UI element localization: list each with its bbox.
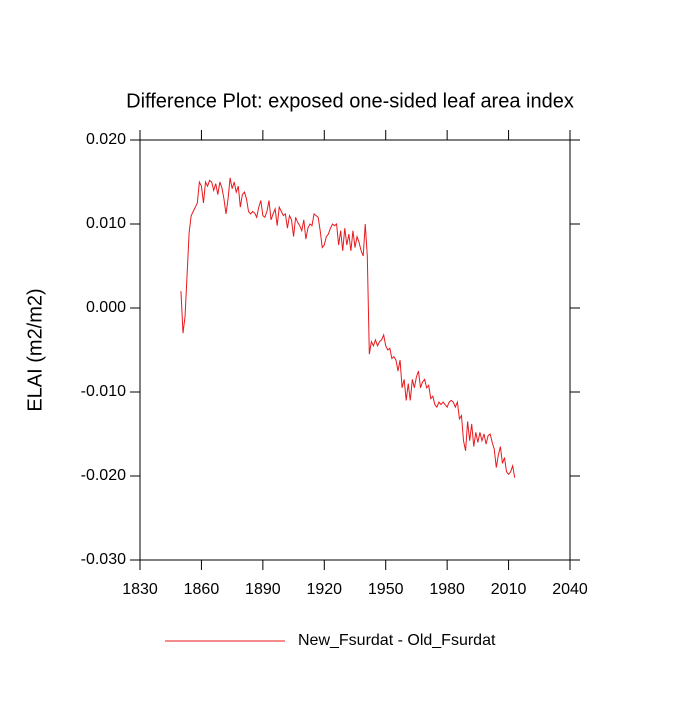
y-tick-label: 0.000 <box>86 299 126 316</box>
data-line <box>180 177 516 478</box>
x-tick-label: 1860 <box>184 581 220 598</box>
x-tick-label: 1920 <box>306 581 342 598</box>
x-tick-label: 1890 <box>245 581 281 598</box>
x-tick-label: 2040 <box>552 581 588 598</box>
chart-title: Difference Plot: exposed one-sided leaf … <box>126 90 574 112</box>
legend-label: New_Fsurdat - Old_Fsurdat <box>298 632 496 649</box>
x-tick-label: 1950 <box>368 581 404 598</box>
y-tick-label: 0.010 <box>86 215 126 232</box>
y-tick-label: 0.020 <box>86 131 126 148</box>
x-tick-label: 1980 <box>429 581 465 598</box>
y-tick-label: -0.020 <box>81 467 126 484</box>
x-tick-label: 2010 <box>491 581 527 598</box>
x-tick-label: 1830 <box>122 581 158 598</box>
y-axis-label: ELAI (m2/m2) <box>24 288 46 411</box>
y-tick-label: -0.030 <box>81 551 126 568</box>
plot-frame <box>139 139 571 561</box>
y-tick-label: -0.010 <box>81 383 126 400</box>
